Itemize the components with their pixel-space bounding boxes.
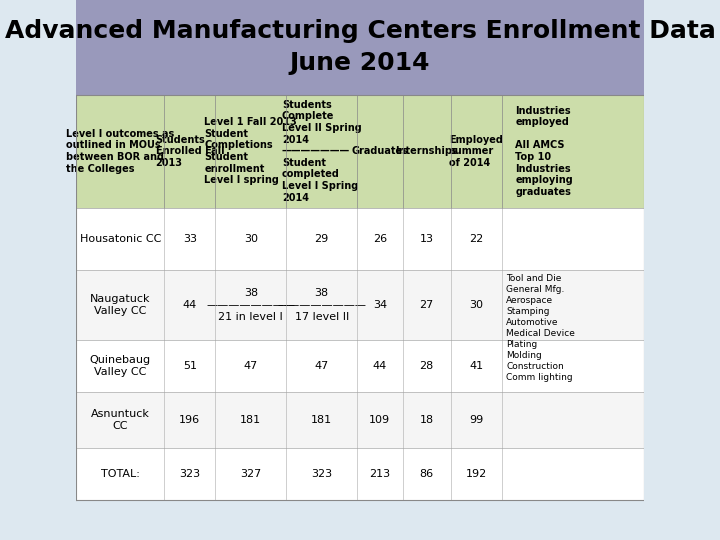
FancyBboxPatch shape — [76, 392, 644, 448]
FancyBboxPatch shape — [76, 94, 644, 208]
Text: 18: 18 — [420, 415, 433, 425]
Text: Level I outcomes as
outlined in MOUs
between BOR and
the Colleges: Level I outcomes as outlined in MOUs bet… — [66, 129, 174, 173]
Text: Quinebaug
Valley CC: Quinebaug Valley CC — [90, 355, 151, 377]
Text: 196: 196 — [179, 415, 200, 425]
Text: Housatonic CC: Housatonic CC — [80, 234, 161, 244]
Text: 38
————————
17 level II: 38 ———————— 17 level II — [277, 288, 366, 322]
Text: 34: 34 — [373, 300, 387, 310]
Text: TOTAL:: TOTAL: — [101, 469, 140, 479]
Text: Graduates: Graduates — [351, 146, 408, 156]
Text: 26: 26 — [373, 234, 387, 244]
Text: Level 1 Fall 2013
Student
Completions
Student
enrollment
Level I spring: Level 1 Fall 2013 Student Completions St… — [204, 117, 297, 185]
Text: 38
————————
21 in level I: 38 ———————— 21 in level I — [207, 288, 295, 322]
Text: 323: 323 — [311, 469, 333, 479]
Text: Naugatuck
Valley CC: Naugatuck Valley CC — [90, 294, 150, 316]
Text: 44: 44 — [183, 300, 197, 310]
Text: 109: 109 — [369, 415, 390, 425]
Text: 51: 51 — [183, 361, 197, 371]
Text: 28: 28 — [420, 361, 433, 371]
Text: 44: 44 — [373, 361, 387, 371]
Text: 323: 323 — [179, 469, 200, 479]
Text: 99: 99 — [469, 415, 483, 425]
Text: 86: 86 — [420, 469, 433, 479]
Text: 29: 29 — [315, 234, 329, 244]
Text: 192: 192 — [466, 469, 487, 479]
FancyBboxPatch shape — [76, 0, 644, 94]
Text: 181: 181 — [311, 415, 333, 425]
Text: 41: 41 — [469, 361, 483, 371]
Text: Tool and Die
General Mfg.
Aerospace
Stamping
Automotive
Medical Device
Plating
M: Tool and Die General Mfg. Aerospace Stam… — [506, 274, 575, 382]
FancyBboxPatch shape — [76, 208, 644, 270]
Text: 22: 22 — [469, 234, 483, 244]
FancyBboxPatch shape — [76, 340, 644, 392]
Text: Industries
employed

All AMCS
Top 10
Industries
employing
graduates: Industries employed All AMCS Top 10 Indu… — [516, 106, 573, 197]
Text: 47: 47 — [243, 361, 258, 371]
Text: 27: 27 — [420, 300, 433, 310]
Text: 33: 33 — [183, 234, 197, 244]
Text: Advanced Manufacturing Centers Enrollment Data
June 2014: Advanced Manufacturing Centers Enrollmen… — [4, 19, 716, 75]
FancyBboxPatch shape — [76, 500, 644, 540]
FancyBboxPatch shape — [76, 448, 644, 500]
Text: Asnuntuck
CC: Asnuntuck CC — [91, 409, 150, 431]
Text: Students
Complete
Level II Spring
2014
———————
Student
completed
Level I Spring
: Students Complete Level II Spring 2014 —… — [282, 100, 361, 202]
Text: 181: 181 — [240, 415, 261, 425]
Text: 30: 30 — [469, 300, 483, 310]
Text: 47: 47 — [315, 361, 329, 371]
Text: Internships: Internships — [395, 146, 458, 156]
Text: 327: 327 — [240, 469, 261, 479]
Text: 30: 30 — [244, 234, 258, 244]
Text: Employed
summer
of 2014: Employed summer of 2014 — [449, 134, 503, 168]
FancyBboxPatch shape — [76, 270, 644, 340]
Text: 213: 213 — [369, 469, 390, 479]
Text: Students
Enrolled Fall
2013: Students Enrolled Fall 2013 — [156, 134, 224, 168]
Text: 13: 13 — [420, 234, 433, 244]
